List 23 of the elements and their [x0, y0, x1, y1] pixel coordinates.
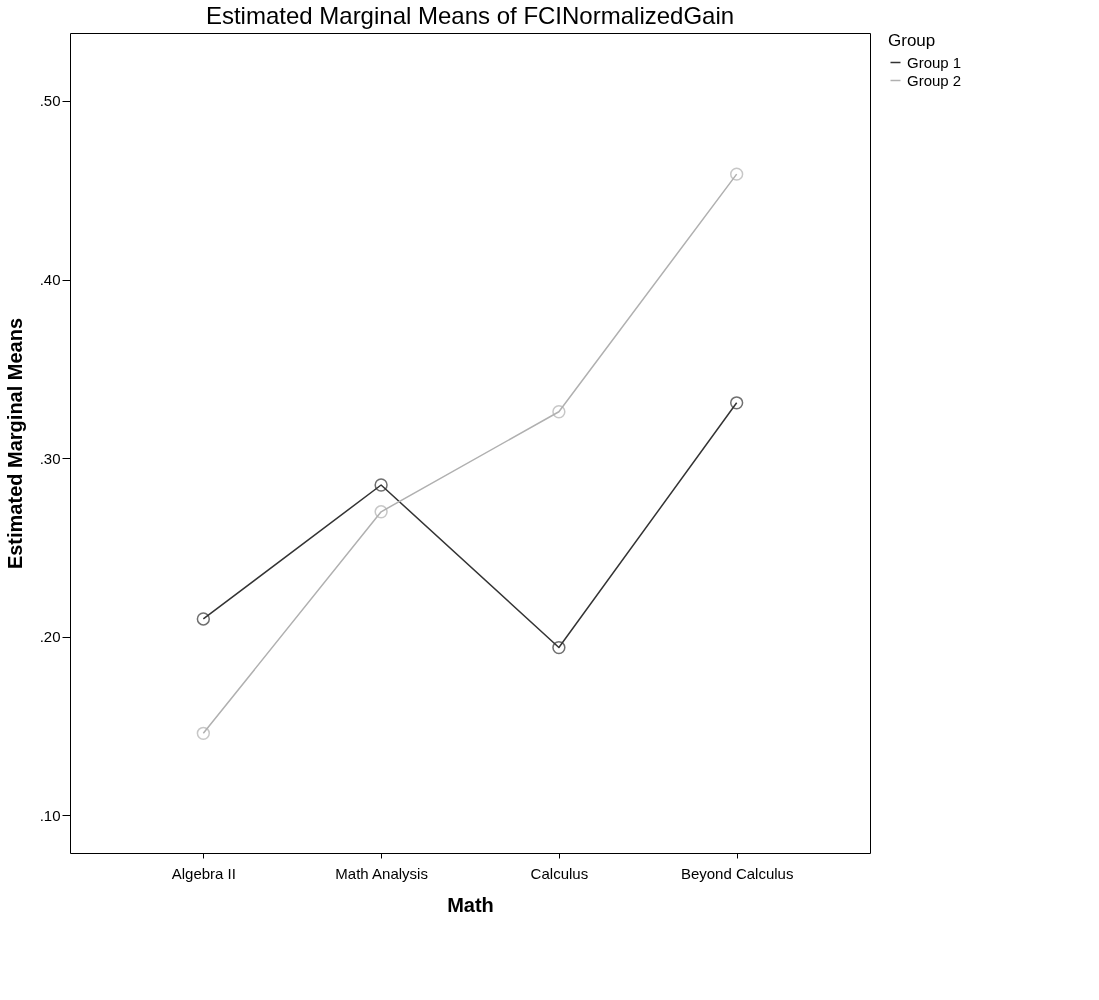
y-axis-title: Estimated Marginal Means: [3, 317, 26, 570]
point: [730, 396, 744, 410]
point: [374, 505, 388, 519]
x-tick-label: Algebra II: [171, 864, 236, 882]
y-tick-label: .10: [39, 806, 61, 824]
point: [374, 478, 388, 492]
point: [196, 612, 210, 626]
point: [730, 167, 744, 181]
x-tick-label: Beyond Calculus: [680, 864, 794, 882]
x-tick-label: Math Analysis: [335, 864, 428, 882]
y-tick-label: .50: [39, 92, 61, 110]
point: [552, 405, 566, 419]
legend-title: Group: [888, 31, 936, 50]
legend-label: Group 1: [907, 53, 962, 71]
x-tick-label: Calculus: [530, 864, 589, 882]
point: [196, 726, 210, 740]
chart-title: Estimated Marginal Means of FCINormalizedGain: [205, 2, 735, 29]
y-tick-label: .30: [39, 449, 61, 467]
y-tick-label: .20: [39, 628, 61, 646]
x-axis-title: Math: [447, 893, 494, 916]
y-tick-label: .40: [39, 271, 61, 289]
legend-label: Group 2: [907, 71, 962, 89]
point: [552, 640, 566, 655]
